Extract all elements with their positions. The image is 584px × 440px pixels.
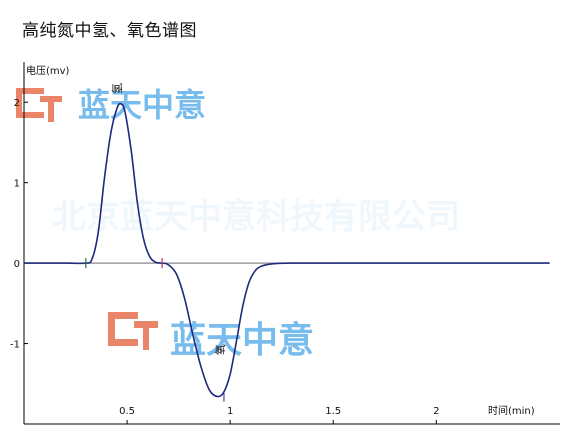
brand-logo-top bbox=[16, 88, 62, 122]
x-tick-label: 0.5 bbox=[119, 406, 135, 417]
watermark-layer: 蓝天中意 北京蓝天中意科技有限公司 蓝天中意 bbox=[16, 86, 460, 361]
y-tick-label: 0 bbox=[14, 259, 20, 270]
y-axis-label: 电压(mv) bbox=[26, 64, 70, 77]
y-tick-label: 1 bbox=[14, 179, 20, 190]
x-axis-label: 时间(min) bbox=[488, 404, 535, 417]
brand-watermark-top: 蓝天中意 bbox=[78, 86, 206, 124]
page-title: 高纯氮中氢、氧色谱图 bbox=[22, 21, 197, 41]
axes bbox=[23, 62, 560, 425]
y-ticks: 2 1 0 -1 bbox=[10, 98, 28, 351]
x-tick-label: 1 bbox=[227, 406, 233, 417]
y-tick-label: 2 bbox=[14, 98, 20, 109]
peak-markers bbox=[85, 258, 225, 402]
peak-label: 氢 bbox=[110, 83, 124, 94]
chromatogram-trace bbox=[23, 102, 550, 398]
x-tick-label: 1.5 bbox=[325, 406, 341, 417]
company-watermark: 北京蓝天中意科技有限公司 bbox=[52, 197, 460, 237]
peak-labels: 氢氧 bbox=[110, 83, 227, 355]
y-tick-label: -1 bbox=[10, 340, 20, 351]
peak-label: 氧 bbox=[213, 344, 227, 355]
x-ticks: 0.5 1 1.5 2 bbox=[119, 406, 439, 424]
x-tick-label: 2 bbox=[433, 406, 439, 417]
brand-logo-bottom bbox=[108, 312, 158, 350]
